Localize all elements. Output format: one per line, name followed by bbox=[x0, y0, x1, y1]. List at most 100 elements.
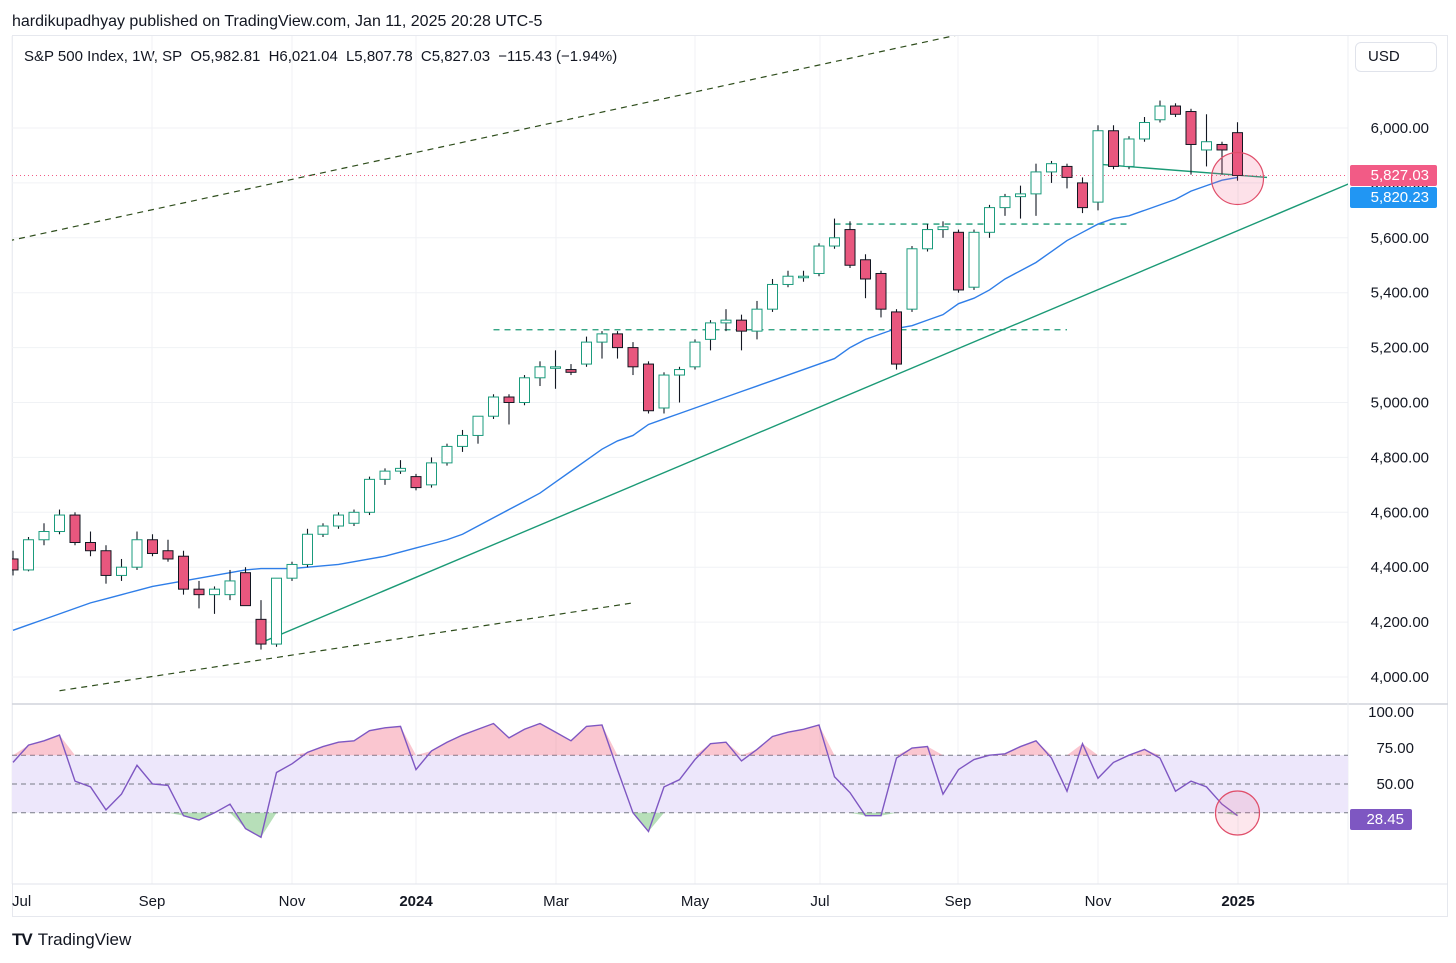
candle-body bbox=[1232, 132, 1243, 176]
rsi-overbought-fill bbox=[757, 736, 773, 756]
candle bbox=[1030, 163, 1042, 216]
candle-body bbox=[503, 396, 515, 404]
candle bbox=[813, 243, 825, 277]
candle-body bbox=[317, 525, 329, 535]
candle bbox=[441, 443, 453, 466]
candle bbox=[1046, 160, 1057, 183]
rsi-value-badge: 28.45 bbox=[1350, 809, 1412, 831]
rsi-tick-label: 75.00 bbox=[1376, 740, 1414, 757]
candle-body bbox=[1030, 171, 1042, 195]
candle-body bbox=[23, 539, 34, 571]
rsi-overbought-fill bbox=[726, 742, 742, 756]
candle-body bbox=[224, 580, 236, 596]
rsi-overbought-fill bbox=[447, 735, 463, 756]
rsi-badge-text: 28.45 bbox=[1366, 811, 1404, 828]
candle bbox=[612, 331, 623, 359]
candle-body bbox=[193, 588, 205, 596]
price-tick-label: 5,600.00 bbox=[1371, 230, 1429, 247]
candle-body bbox=[85, 541, 96, 552]
rsi-overbought-fill bbox=[788, 729, 804, 756]
rsi-overbought-fill bbox=[710, 742, 726, 756]
rsi-overbought-fill bbox=[338, 740, 354, 756]
rsi-badge-bg bbox=[1350, 809, 1412, 831]
candle-body bbox=[255, 618, 267, 645]
tradingview-logo-icon: TV bbox=[12, 930, 33, 949]
candle-body bbox=[999, 196, 1011, 209]
candle-body bbox=[798, 275, 809, 279]
candle-body bbox=[364, 478, 375, 513]
open-value: O5,982.81 bbox=[190, 48, 261, 65]
candle bbox=[937, 221, 949, 238]
candle bbox=[224, 569, 236, 601]
candle bbox=[596, 331, 608, 359]
rsi-overbought-fill bbox=[571, 726, 587, 756]
candle bbox=[85, 531, 96, 557]
rsi-overbought-fill bbox=[586, 724, 602, 756]
candle-body bbox=[379, 470, 391, 480]
candle bbox=[860, 254, 871, 299]
brand-name: TradingView bbox=[37, 930, 132, 949]
time-tick-label: Sep bbox=[139, 893, 166, 910]
candle-body bbox=[286, 563, 298, 579]
candle bbox=[844, 221, 856, 268]
rsi-tick-label: 50.00 bbox=[1376, 776, 1414, 793]
close-value: C5,827.03 bbox=[420, 48, 491, 65]
candle-body bbox=[441, 445, 453, 464]
candle-body bbox=[751, 308, 763, 332]
channel-lower-line bbox=[59, 602, 634, 692]
candle-body bbox=[829, 237, 840, 247]
candle-body bbox=[1170, 105, 1181, 115]
candle bbox=[54, 509, 65, 535]
rsi-overbought-fill bbox=[772, 732, 788, 756]
candle-body bbox=[333, 514, 344, 527]
rsi-overbought-fill bbox=[912, 746, 928, 756]
candle-body bbox=[1216, 143, 1228, 151]
candle bbox=[379, 468, 391, 485]
symbol-label[interactable]: S&P 500 Index, 1W, SP bbox=[24, 48, 183, 65]
candle bbox=[999, 193, 1011, 216]
candle bbox=[674, 366, 685, 403]
candle bbox=[705, 320, 716, 351]
tradingview-brand[interactable]: TV TradingView bbox=[12, 930, 131, 950]
candle-body bbox=[627, 347, 639, 368]
candle-body bbox=[534, 366, 546, 379]
candle-body bbox=[813, 245, 825, 274]
candle-body bbox=[953, 231, 964, 291]
rsi-overbought-fill bbox=[927, 746, 943, 756]
currency-selector[interactable]: USD bbox=[1355, 42, 1437, 72]
candle-body bbox=[240, 572, 251, 607]
candle-body bbox=[782, 275, 794, 285]
rsi-overbought-fill bbox=[462, 729, 478, 756]
rsi-overbought-fill bbox=[354, 730, 370, 756]
candle-body bbox=[643, 363, 654, 412]
time-tick-label: Jul bbox=[810, 893, 829, 910]
candle-body bbox=[271, 577, 282, 645]
candle bbox=[503, 394, 515, 425]
candle bbox=[348, 509, 360, 527]
candle bbox=[1123, 136, 1135, 170]
last-price-badge-text: 5,827.03 bbox=[1371, 167, 1429, 184]
candle bbox=[240, 567, 251, 607]
rsi-line bbox=[12, 722, 1238, 839]
support-trendline bbox=[260, 183, 1348, 644]
rsi-oversold-fill bbox=[850, 812, 866, 816]
candle-body bbox=[922, 229, 933, 250]
rsi-overbought-fill bbox=[323, 742, 339, 756]
candle bbox=[100, 545, 112, 584]
time-tick-label: Jul bbox=[12, 893, 31, 910]
candle-body bbox=[1077, 182, 1088, 209]
candle-body bbox=[1154, 105, 1166, 121]
candle bbox=[550, 350, 561, 389]
rsi-oversold-fill bbox=[230, 812, 246, 829]
candle bbox=[1061, 163, 1073, 189]
candle-body bbox=[550, 366, 561, 369]
rsi-tick-label: 100.00 bbox=[1368, 704, 1414, 721]
change-value: −115.43 (−1.94%) bbox=[498, 48, 618, 65]
candle bbox=[829, 218, 840, 249]
candle-body bbox=[38, 531, 50, 541]
candle-body bbox=[1139, 122, 1150, 140]
high-value: H6,021.04 bbox=[268, 48, 338, 65]
candle-body bbox=[767, 283, 778, 310]
rsi-overbought-fill bbox=[1067, 743, 1083, 756]
